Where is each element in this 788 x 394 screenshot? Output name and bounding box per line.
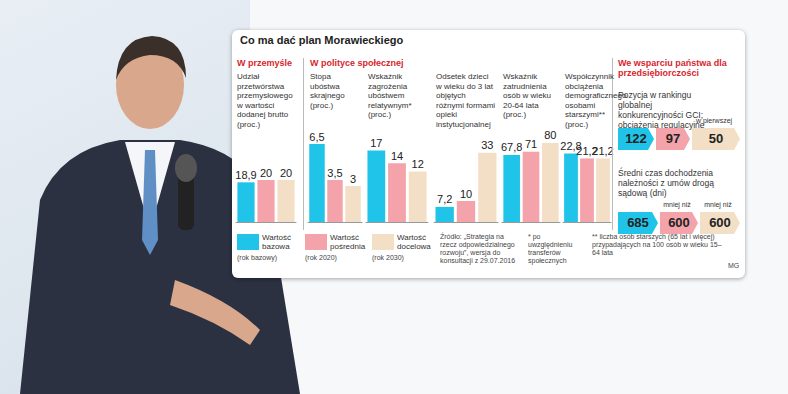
svg-text:6,5: 6,5 — [309, 131, 324, 143]
html-text:W polityce społecznej: W polityce społecznej — [310, 58, 404, 68]
html-text:97: 97 — [665, 131, 681, 146]
svg-text:20: 20 — [280, 167, 292, 179]
html-text:(rok 2030): (rok 2030) — [372, 254, 404, 261]
svg-text:21,2: 21,2 — [576, 144, 598, 157]
html-text:** liczba osób starszych (65 l: ** liczba osób starszych (65 lat i więce… — [592, 233, 722, 256]
svg-text:21,2: 21,2 — [592, 145, 613, 157]
html-text:W przemyśle: W przemyśle — [237, 58, 292, 68]
html-text:Pozycja w rankingu globalnej k: Pozycja w rankingu globalnej konkurencyj… — [618, 90, 705, 130]
html-text:mniej niż: mniej niż — [704, 201, 732, 208]
svg-text:3,5: 3,5 — [327, 167, 342, 179]
svg-text:33: 33 — [481, 139, 493, 151]
svg-text:7,2: 7,2 — [437, 193, 452, 205]
svg-text:17: 17 — [370, 137, 382, 149]
svg-text:80: 80 — [544, 129, 556, 141]
html-text:Odsetek dzieci w wieku do 3 la: Odsetek dzieci w wieku do 3 lat objętych… — [436, 72, 496, 129]
html-text:We wsparciu państwa dla przeds: We wsparciu państwa dla przedsiębiorczoś… — [618, 58, 727, 78]
svg-text:71: 71 — [525, 138, 537, 150]
html-text:600: 600 — [668, 215, 690, 230]
html-text:Współczynnik obciążenia demogr: Współczynnik obciążenia demograficznego … — [565, 72, 627, 129]
svg-text:20: 20 — [260, 167, 272, 179]
html-text:MG: MG — [728, 262, 740, 269]
html-text:Średni czas dochodzenia należn: Średni czas dochodzenia należności z umó… — [618, 168, 714, 198]
html-text:w pierwszej: w pierwszej — [695, 117, 733, 124]
html-text:Wartość bazowa: Wartość bazowa — [262, 233, 291, 251]
html-text:122: 122 — [625, 131, 647, 146]
html-text:(rok 2020): (rok 2020) — [305, 254, 337, 261]
svg-text:10: 10 — [460, 188, 472, 200]
html-text:Stopa ubóstwa skrajnego (proc.: Stopa ubóstwa skrajnego (proc.) — [310, 72, 345, 110]
html-text:* po uwzględnieniu transferów: * po uwzględnieniu transferów społecznyc… — [528, 233, 573, 264]
html-text:685: 685 — [627, 215, 649, 230]
html-text:(rok bazowy): (rok bazowy) — [237, 254, 278, 261]
html-text:Źródło: „Strategia na rzecz od: Źródło: „Strategia na rzecz odpowiedzial… — [440, 233, 516, 264]
svg-text:67,8: 67,8 — [501, 141, 522, 153]
html-text:mniej niż: mniej niż — [663, 201, 691, 208]
html-text:Co ma dać plan Morawieckiego: Co ma dać plan Morawieckiego — [240, 34, 404, 46]
html-text:Wskaźnik zatrudnienia osób w w: Wskaźnik zatrudnienia osób w wieku 20-64… — [503, 72, 551, 119]
html-text:Wartość docelowa: Wartość docelowa — [397, 233, 431, 251]
html-text:Wartość pośrednia: Wartość pośrednia — [330, 233, 366, 251]
svg-text:12: 12 — [412, 158, 424, 170]
svg-text:22,8: 22,8 — [560, 140, 582, 153]
svg-text:14: 14 — [391, 150, 403, 162]
html-text:50: 50 — [708, 131, 724, 146]
svg-text:3: 3 — [350, 173, 356, 185]
html-text:600: 600 — [709, 215, 731, 230]
html-text:Wskaźnik zagrożenia ubóstwem r: Wskaźnik zagrożenia ubóstwem relatywnym*… — [368, 72, 412, 119]
svg-text:18,9: 18,9 — [235, 169, 256, 181]
html-text:Udział przetwórstwa przemysłow: Udział przetwórstwa przemysłowego w wart… — [237, 72, 293, 129]
